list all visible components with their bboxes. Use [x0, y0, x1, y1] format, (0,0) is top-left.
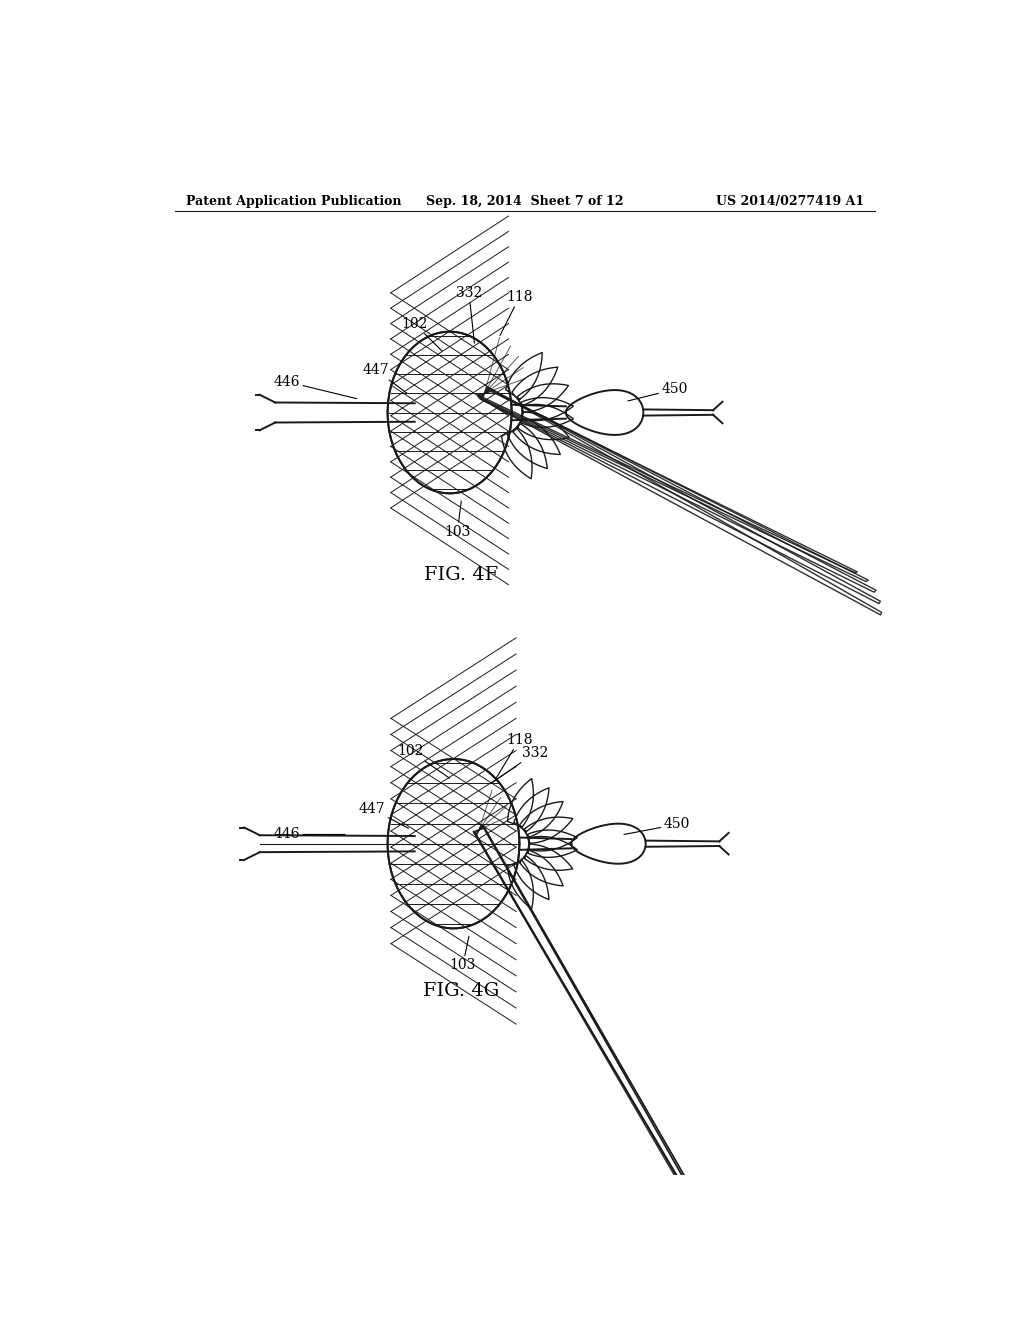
Text: 446: 446: [273, 375, 356, 399]
Text: 447: 447: [358, 803, 409, 829]
Text: 447: 447: [362, 363, 407, 393]
Text: 103: 103: [444, 502, 471, 539]
Text: FIG. 4G: FIG. 4G: [423, 982, 500, 1001]
Text: 446: 446: [273, 828, 345, 841]
Text: 118: 118: [500, 290, 532, 335]
Text: 332: 332: [456, 286, 482, 343]
Text: 102: 102: [397, 744, 450, 779]
Text: 102: 102: [401, 317, 442, 351]
Text: Sep. 18, 2014  Sheet 7 of 12: Sep. 18, 2014 Sheet 7 of 12: [426, 195, 624, 209]
Text: US 2014/0277419 A1: US 2014/0277419 A1: [716, 195, 864, 209]
Text: FIG. 4F: FIG. 4F: [424, 566, 499, 585]
Text: 118: 118: [496, 733, 532, 779]
Text: 450: 450: [628, 383, 687, 401]
Text: 103: 103: [450, 936, 476, 973]
Text: 450: 450: [624, 817, 690, 834]
Text: Patent Application Publication: Patent Application Publication: [186, 195, 401, 209]
Text: 332: 332: [490, 746, 548, 784]
